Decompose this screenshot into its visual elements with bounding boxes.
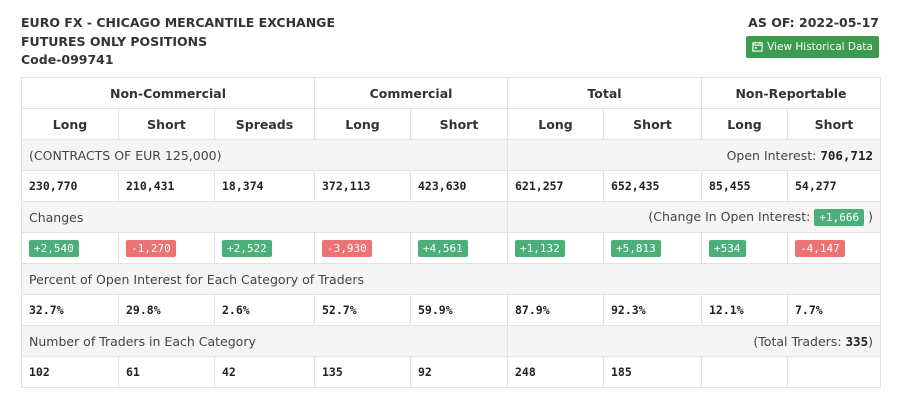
percent-cell: 29.8% [118,294,215,326]
change-badge: -3,930 [322,239,372,257]
traders-cell: 42 [214,356,315,388]
change-cell: -3,930 [314,232,411,264]
col-comm-short: Short [410,108,508,140]
traders-cell: 135 [314,356,411,388]
group-non-commercial: Non-Commercial [21,77,315,109]
group-total: Total [507,77,702,109]
contracts-cell: 54,277 [787,170,881,202]
change-badge: +534 [709,239,746,257]
change-cell: +2,540 [21,232,119,264]
change-cell: +2,522 [214,232,315,264]
col-noncomm-long: Long [21,108,119,140]
changes-values-row: +2,540 -1,270 +2,522 -3,930 +4,561 +1,13… [21,232,881,264]
contracts-section-row: (CONTRACTS OF EUR 125,000) Open Interest… [21,139,881,171]
group-header-row: Non-Commercial Commercial Total Non-Repo… [21,77,881,109]
col-nonrep-long: Long [701,108,788,140]
percent-cell: 32.7% [21,294,119,326]
change-oi-prefix: (Change In Open Interest: [648,208,811,224]
open-interest-value: 706,712 [820,147,873,163]
traders-cell: 102 [21,356,119,388]
col-total-short: Short [603,108,702,140]
col-nonrep-short: Short [787,108,881,140]
contracts-cell: 230,770 [21,170,119,202]
change-cell: -4,147 [787,232,881,264]
view-historical-data-label: View Historical Data [767,40,873,53]
traders-label: Number of Traders in Each Category [21,325,508,357]
report-title: EURO FX - CHICAGO MERCANTILE EXCHANGE FU… [21,14,335,70]
change-cell: +1,132 [507,232,604,264]
group-commercial: Commercial [314,77,508,109]
contract-code: Code-099741 [21,52,114,67]
contracts-cell: 652,435 [603,170,702,202]
total-traders-suffix: ) [868,333,873,349]
percent-values-row: 32.7% 29.8% 2.6% 52.7% 59.9% 87.9% 92.3%… [21,294,881,326]
contracts-cell: 372,113 [314,170,411,202]
contracts-label: (CONTRACTS OF EUR 125,000) [21,139,508,171]
percent-cell: 12.1% [701,294,788,326]
traders-cell: 92 [410,356,508,388]
percent-cell: 2.6% [214,294,315,326]
change-cell: -1,270 [118,232,215,264]
view-historical-data-button[interactable]: View Historical Data [746,35,879,58]
changes-label: Changes [21,201,508,233]
percent-label: Percent of Open Interest for Each Catego… [21,263,881,295]
percent-cell: 92.3% [603,294,702,326]
change-badge: -1,270 [126,239,176,257]
contracts-cell: 18,374 [214,170,315,202]
change-badge: +2,540 [29,239,79,257]
change-badge: +4,561 [418,239,468,257]
col-total-long: Long [507,108,604,140]
traders-cell: 248 [507,356,604,388]
change-oi-badge: +1,666 [814,208,865,226]
exchange-title: EURO FX - CHICAGO MERCANTILE EXCHANGE [21,15,335,30]
positions-type: FUTURES ONLY POSITIONS [21,33,208,49]
percent-cell: 59.9% [410,294,508,326]
traders-cell: 185 [603,356,702,388]
change-badge: -4,147 [795,239,845,257]
col-noncomm-short: Short [118,108,215,140]
changes-section-row: Changes (Change In Open Interest: +1,666… [21,201,881,233]
traders-cell [701,356,788,388]
traders-values-row: 102 61 42 135 92 248 185 [21,356,881,388]
change-oi-suffix: ) [868,208,873,224]
change-open-interest: (Change In Open Interest: +1,666 ) [507,201,881,233]
open-interest-label: Open Interest: [726,147,817,163]
column-header-row: Long Short Spreads Long Short Long Short… [21,108,881,140]
as-of-date: AS OF: 2022-05-17 [748,15,879,30]
traders-section-row: Number of Traders in Each Category (Tota… [21,325,881,357]
percent-cell: 7.7% [787,294,881,326]
total-traders-value: 335 [845,333,869,349]
change-cell: +4,561 [410,232,508,264]
change-cell: +534 [701,232,788,264]
contracts-cell: 423,630 [410,170,508,202]
percent-cell: 52.7% [314,294,411,326]
contracts-cell: 621,257 [507,170,604,202]
traders-cell [787,356,881,388]
group-non-reportable: Non-Reportable [701,77,881,109]
change-cell: +5,813 [603,232,702,264]
change-badge: +1,132 [515,239,565,257]
contracts-cell: 85,455 [701,170,788,202]
open-interest: Open Interest: 706,712 [507,139,881,171]
traders-cell: 61 [118,356,215,388]
col-comm-long: Long [314,108,411,140]
change-badge: +2,522 [222,239,272,257]
total-traders-prefix: (Total Traders: [753,333,842,349]
contracts-values-row: 230,770 210,431 18,374 372,113 423,630 6… [21,170,881,202]
contracts-cell: 210,431 [118,170,215,202]
report-meta: AS OF: 2022-05-17 View Historical Data [746,14,879,58]
col-noncomm-spreads: Spreads [214,108,315,140]
percent-cell: 87.9% [507,294,604,326]
percent-section-row: Percent of Open Interest for Each Catego… [21,263,881,295]
calendar-icon [752,41,763,52]
change-badge: +5,813 [611,239,661,257]
total-traders: (Total Traders: 335) [507,325,881,357]
cot-positions-table: Non-Commercial Commercial Total Non-Repo… [21,77,881,388]
